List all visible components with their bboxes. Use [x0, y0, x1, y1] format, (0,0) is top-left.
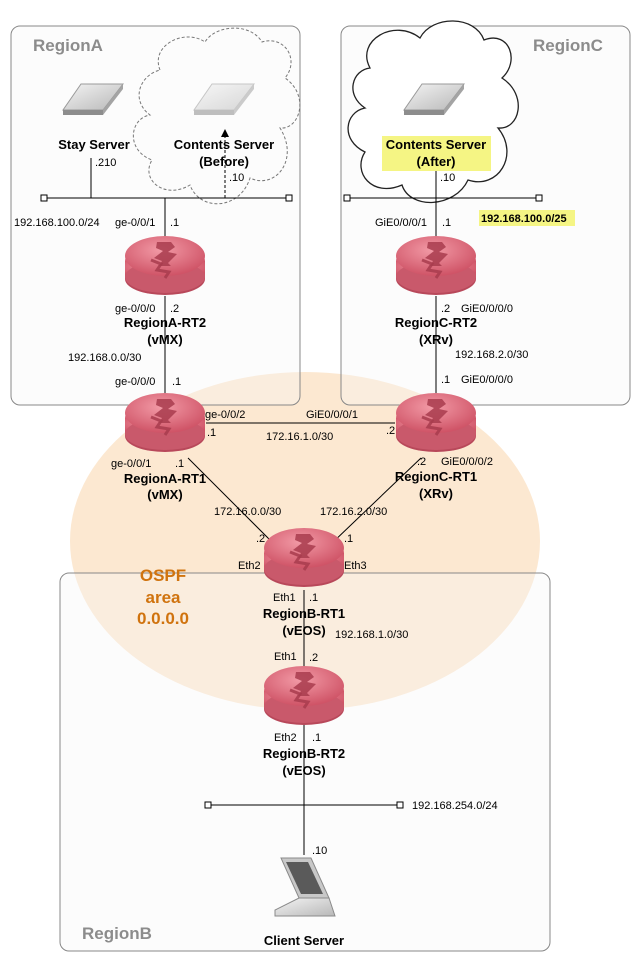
- c-rt1-up-if: GiE0/0/0/0: [461, 374, 513, 386]
- stay-ip: .210: [95, 157, 116, 169]
- cloud-before: [132, 27, 301, 205]
- contents-before-label-2: (Before): [199, 154, 249, 169]
- c-rt2-up-ip: .1: [442, 217, 451, 229]
- c-rt2-down-if: GiE0/0/0/0: [461, 303, 513, 315]
- regiona-rt1-router-icon: [123, 391, 207, 454]
- regionc-rt1-router-icon: [394, 391, 478, 454]
- b-rt1-right-ip: .1: [344, 533, 353, 545]
- lan-bus-a: [40, 194, 293, 202]
- net-b-lan: 192.168.254.0/24: [412, 800, 498, 812]
- a-rt1-right-ip: .1: [207, 427, 216, 439]
- regiona-rt1-type: (vMX): [147, 487, 182, 502]
- stay-server-label: Stay Server: [58, 137, 130, 152]
- after-ip: .10: [440, 172, 455, 184]
- ospf-label-1: OSPF: [140, 566, 186, 585]
- c-rt1-down-ip: .2: [417, 456, 426, 468]
- c-rt2-up-if: GiE0/0/0/1: [375, 217, 427, 229]
- a-rt1-right-if: ge-0/0/2: [205, 409, 245, 421]
- region-c-title: RegionC: [533, 36, 603, 55]
- c-rt1-left-if: GiE0/0/0/1: [306, 409, 358, 421]
- net-core-ac: 172.16.1.0/30: [266, 431, 333, 443]
- a-rt2-down-if: ge-0/0/0: [115, 303, 155, 315]
- client-ip: .10: [312, 845, 327, 857]
- region-b-title: RegionB: [82, 924, 152, 943]
- net-a-link: 192.168.0.0/30: [68, 352, 141, 364]
- b-rt1-left-ip: .2: [256, 533, 265, 545]
- b-rt1-left-if: Eth2: [238, 560, 261, 572]
- net-b-link: 192.168.1.0/30: [335, 629, 408, 641]
- lan-bus-c: [343, 194, 543, 202]
- c-rt1-left-ip: .2: [386, 425, 395, 437]
- b-rt2-down-ip: .1: [312, 732, 321, 744]
- client-laptop-icon: [274, 857, 336, 917]
- contents-after-label-2: (After): [417, 154, 456, 169]
- c-rt1-down-if: GiE0/0/0/2: [441, 456, 493, 468]
- net-core-ab: 172.16.0.0/30: [214, 506, 281, 518]
- regionc-rt2-router-icon: [394, 234, 478, 297]
- before-server-link: [221, 129, 229, 198]
- net-c-lan-highlight: [479, 210, 575, 226]
- b-rt2-down-if: Eth2: [274, 732, 297, 744]
- regionb-rt1-type: (vEOS): [282, 623, 325, 638]
- after-label-highlight: [382, 136, 491, 171]
- b-rt1-right-if: Eth3: [344, 560, 367, 572]
- regionb-rt1-router-icon: [262, 526, 346, 589]
- regionb-rt2-type: (vEOS): [282, 763, 325, 778]
- net-a-lan: 192.168.100.0/24: [14, 217, 100, 229]
- regionb-rt1-name: RegionB-RT1: [263, 606, 345, 621]
- contents-before-label-1: Contents Server: [174, 137, 274, 152]
- regiona-rt2-type: (vMX): [147, 332, 182, 347]
- net-c-lan: 192.168.100.0/25: [481, 213, 567, 225]
- links: [90, 158, 437, 855]
- c-rt2-down-ip: .2: [441, 303, 450, 315]
- regionb-rt2-name: RegionB-RT2: [263, 746, 345, 761]
- regionb-rt2-router-icon: [262, 664, 346, 727]
- net-core-cb: 172.16.2.0/30: [320, 506, 387, 518]
- b-rt2-up-ip: .2: [309, 652, 318, 664]
- regiona-rt1-name: RegionA-RT1: [124, 471, 206, 486]
- c-rt1-up-ip: .1: [441, 374, 450, 386]
- region-a-box: [10, 25, 301, 406]
- regiona-rt2-name: RegionA-RT2: [124, 315, 206, 330]
- a-rt1-down-if: ge-0/0/1: [111, 458, 151, 470]
- regionc-rt1-type: (XRv): [419, 486, 453, 501]
- before-ip: .10: [229, 172, 244, 184]
- a-rt1-up-if: ge-0/0/0: [115, 376, 155, 388]
- a-rt1-down-ip: .1: [175, 458, 184, 470]
- net-c-link: 192.168.2.0/30: [455, 349, 528, 361]
- regiona-rt2-router-icon: [123, 234, 207, 297]
- b-rt1-down-if: Eth1: [273, 592, 296, 604]
- regionc-rt1-name: RegionC-RT1: [395, 469, 477, 484]
- regionc-rt2-name: RegionC-RT2: [395, 315, 477, 330]
- a-rt1-up-ip: .1: [172, 376, 181, 388]
- b-rt2-up-if: Eth1: [274, 651, 297, 663]
- region-a-title: RegionA: [33, 36, 103, 55]
- contents-after-label-1: Contents Server: [386, 137, 486, 152]
- a-rt2-up-if: ge-0/0/1: [115, 217, 155, 229]
- a-rt2-down-ip: .2: [170, 303, 179, 315]
- client-server-label: Client Server: [264, 933, 344, 948]
- ospf-label-2: area: [146, 588, 182, 607]
- ospf-label-3: 0.0.0.0: [137, 609, 189, 628]
- regionc-rt2-type: (XRv): [419, 332, 453, 347]
- b-rt1-down-ip: .1: [309, 592, 318, 604]
- a-rt2-up-ip: .1: [170, 217, 179, 229]
